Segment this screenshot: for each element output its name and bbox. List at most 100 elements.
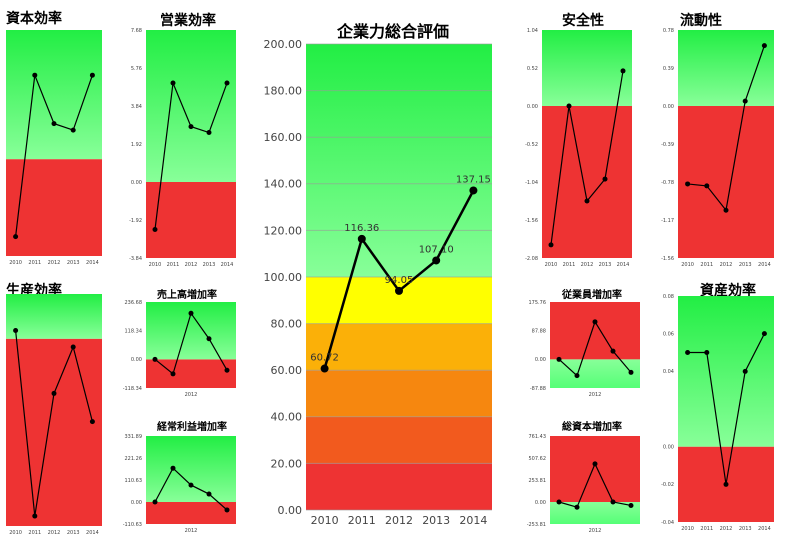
data-point bbox=[548, 242, 554, 248]
data-point bbox=[357, 234, 366, 243]
data-point bbox=[469, 186, 478, 195]
x-tick-label: 2014 bbox=[617, 262, 630, 268]
data-point bbox=[206, 336, 212, 342]
x-tick-label: 2014 bbox=[758, 526, 771, 532]
band bbox=[550, 302, 640, 360]
y-tick-label: 1.92 bbox=[131, 142, 142, 148]
data-point bbox=[170, 371, 176, 377]
x-tick-label: 2012 bbox=[720, 526, 733, 532]
y-tick-label: 221.26 bbox=[125, 456, 143, 462]
data-label: 60.72 bbox=[310, 353, 339, 364]
x-tick-label: 2014 bbox=[221, 262, 234, 268]
chart-title: 総資本増加率 bbox=[562, 422, 622, 433]
data-point bbox=[574, 373, 580, 379]
data-point bbox=[152, 227, 158, 232]
y-tick-label: 236.68 bbox=[125, 300, 143, 306]
y-tick-label: 3.84 bbox=[131, 104, 142, 110]
y-tick-label: 0.00 bbox=[535, 500, 546, 506]
chart-title: 従業員増加率 bbox=[562, 290, 622, 301]
y-tick-label: -1.92 bbox=[129, 218, 142, 224]
y-tick-label: -1.17 bbox=[661, 218, 674, 224]
data-point bbox=[584, 198, 590, 204]
band bbox=[678, 296, 774, 447]
x-tick-label: 2012 bbox=[385, 514, 413, 527]
data-point bbox=[224, 367, 230, 373]
chart-svg: 0.08 0.06 0.04 0.00 -0.02 -0.04 2010 2011 2012 20… bbox=[661, 294, 774, 532]
y-tick-label: -118.34 bbox=[123, 386, 142, 392]
y-tick-label: 0.06 bbox=[663, 331, 674, 337]
x-tick-label: 2012 bbox=[720, 262, 733, 268]
y-tick-label: 100.00 bbox=[264, 271, 303, 284]
band bbox=[306, 323, 492, 371]
y-tick-label: 761.43 bbox=[529, 434, 547, 440]
chart-total-capital-growth: 総資本増加率 761.43 507.62 253.81 0.00 -253.81 2012 bbox=[512, 412, 647, 541]
x-tick-label: 2010 bbox=[311, 514, 339, 527]
chart-asset-efficiency: 資産効率 0.08 0.06 0.04 0.00 -0.02 -0.04 2010 2011 2… bbox=[648, 272, 800, 541]
x-tick-label: 2010 bbox=[9, 530, 22, 536]
chart-title: 資本効率 bbox=[6, 11, 62, 27]
chart-ordinary-profit-growth: 経常利益増加率 331.89 221.26 110.63 0.00 -110.63 201… bbox=[112, 412, 247, 541]
data-point bbox=[224, 507, 230, 513]
y-tick-label: -1.04 bbox=[525, 180, 538, 186]
data-point bbox=[170, 465, 176, 471]
chart-employee-growth: 従業員増加率 175.76 87.88 0.00 -87.88 2012 bbox=[512, 280, 647, 410]
data-point bbox=[89, 419, 95, 425]
y-tick-label: 1.04 bbox=[527, 28, 538, 34]
x-tick-label: 2011 bbox=[700, 262, 713, 268]
data-point bbox=[761, 43, 767, 49]
y-tick-label: 0.08 bbox=[663, 294, 674, 300]
y-tick-label: 20.00 bbox=[271, 457, 303, 470]
data-point bbox=[723, 481, 729, 487]
band bbox=[146, 302, 236, 360]
data-point bbox=[723, 207, 729, 213]
x-tick-label: 2011 bbox=[700, 526, 713, 532]
y-tick-label: 118.34 bbox=[125, 328, 143, 334]
chart-svg: 2010 2011 2012 2013 2014 bbox=[6, 294, 102, 536]
y-tick-label: -253.81 bbox=[527, 522, 546, 528]
chart-title: 資産効率 bbox=[700, 283, 756, 299]
y-tick-label: 0.78 bbox=[663, 28, 674, 34]
band bbox=[146, 182, 236, 258]
y-tick-label: 0.00 bbox=[535, 357, 546, 363]
y-tick-label: -0.04 bbox=[661, 520, 674, 526]
y-tick-label: -110.63 bbox=[123, 522, 142, 528]
y-tick-label: 507.62 bbox=[529, 456, 547, 462]
band bbox=[550, 436, 640, 502]
y-tick-label: 160.00 bbox=[264, 131, 303, 144]
data-point bbox=[395, 286, 403, 295]
data-point bbox=[685, 181, 691, 187]
x-tick-label: 2012 bbox=[185, 262, 198, 268]
data-point bbox=[32, 72, 38, 78]
x-tick-label: 2013 bbox=[67, 260, 80, 266]
y-tick-label: -0.02 bbox=[661, 482, 674, 488]
y-tick-label: -0.39 bbox=[661, 142, 674, 148]
band bbox=[146, 502, 236, 524]
chart-safety: 安全性 1.04 0.52 0.00 -0.52 -1.04 -1.56 -2.08 2010… bbox=[512, 0, 647, 272]
y-tick-label: 200.00 bbox=[264, 38, 303, 51]
y-tick-label: 0.00 bbox=[527, 104, 538, 110]
y-tick-label: 80.00 bbox=[271, 317, 303, 330]
x-tick-label: 2012 bbox=[185, 528, 198, 534]
data-point bbox=[620, 68, 626, 74]
data-point bbox=[152, 499, 158, 505]
x-tick-label: 2012 bbox=[48, 530, 61, 536]
y-tick-label: 60.00 bbox=[271, 364, 303, 377]
data-label: 116.36 bbox=[344, 223, 379, 234]
chart-svg: 236.68 118.34 0.00 -118.34 2012 bbox=[123, 300, 236, 398]
y-tick-label: 0.52 bbox=[527, 66, 538, 72]
y-tick-label: 120.00 bbox=[264, 224, 303, 237]
y-tick-label: -0.52 bbox=[525, 142, 538, 148]
band bbox=[6, 159, 102, 256]
y-tick-label: 0.00 bbox=[131, 357, 142, 363]
data-point bbox=[432, 256, 441, 265]
chart-capital-efficiency: 資本効率 2010 2011 2012 2013 2014 bbox=[0, 0, 120, 272]
data-point bbox=[188, 310, 194, 316]
y-tick-label: 175.76 bbox=[529, 300, 547, 306]
data-label: 107.10 bbox=[419, 244, 454, 255]
data-point bbox=[628, 502, 634, 508]
chart-productivity: 生産効率 2010 2011 2012 2013 2014 bbox=[0, 272, 120, 541]
x-tick-label: 2012 bbox=[589, 528, 602, 534]
chart-svg: 331.89 221.26 110.63 0.00 -110.63 2012 bbox=[123, 434, 236, 534]
x-tick-label: 2011 bbox=[28, 260, 41, 266]
data-point bbox=[566, 103, 572, 109]
